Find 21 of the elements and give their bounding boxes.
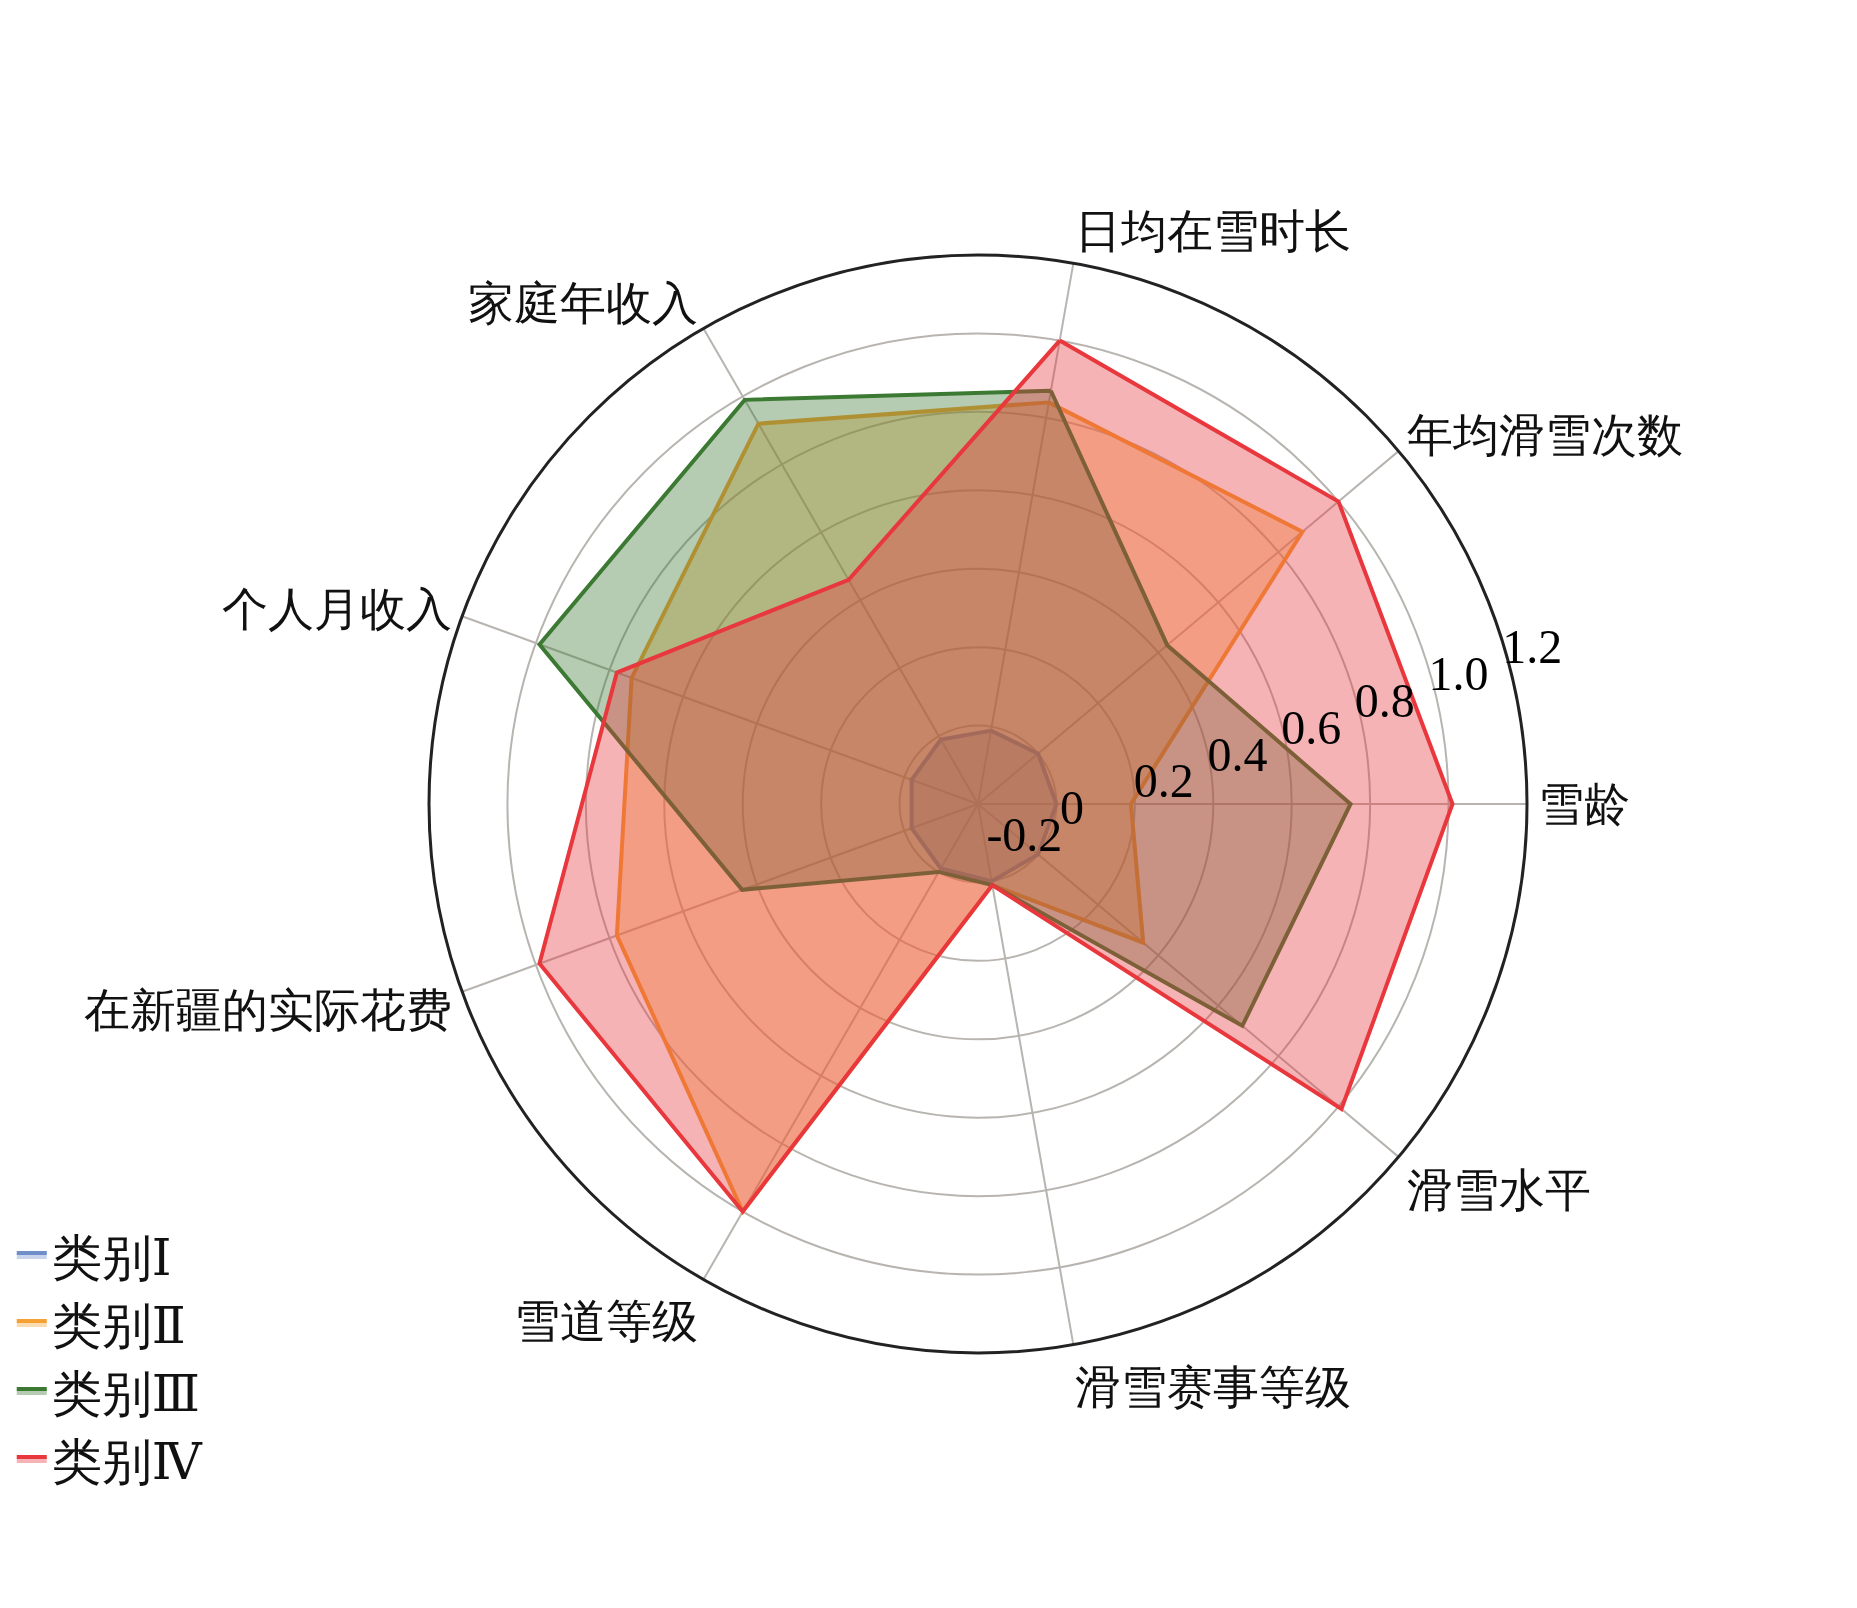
y-tick-label: -0.2 — [986, 808, 1063, 862]
legend-label: 类别Ⅱ — [51, 1297, 186, 1354]
spoke-label: 日均在雪时长 — [1075, 205, 1352, 257]
y-tick-label: 0.2 — [1133, 754, 1194, 808]
spoke-label: 家庭年收入 — [468, 278, 699, 330]
y-tick-label: 0.6 — [1281, 700, 1342, 754]
y-tick-label: 1.0 — [1428, 647, 1489, 701]
spoke-label: 雪道等级 — [514, 1295, 699, 1347]
y-tick-label: 1.2 — [1502, 620, 1563, 674]
y-tick-label: 0.4 — [1207, 727, 1268, 781]
legend-label: 类别Ⅲ — [51, 1365, 200, 1422]
legend-label: 类别Ⅰ — [51, 1229, 172, 1286]
spoke-label: 滑雪赛事等级 — [1075, 1362, 1352, 1414]
spoke-label: 年均滑雪次数 — [1406, 409, 1683, 461]
y-tick-label: 0.8 — [1354, 673, 1415, 727]
spoke-label: 雪龄 — [1537, 779, 1630, 831]
spoke-label: 滑雪水平 — [1406, 1164, 1591, 1216]
spoke-label: 在新疆的实际花费 — [84, 985, 453, 1037]
y-tick-label: 0 — [1060, 781, 1085, 835]
spoke-label: 个人月收入 — [222, 583, 453, 635]
legend-label: 类别Ⅳ — [51, 1433, 203, 1490]
